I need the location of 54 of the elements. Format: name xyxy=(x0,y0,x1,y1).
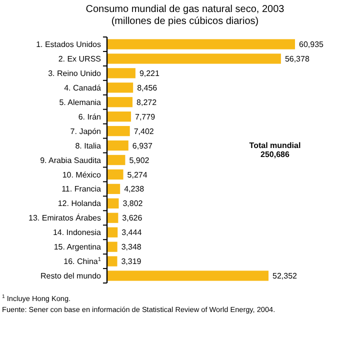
y-tick-label: 14. Indonesia xyxy=(52,228,102,238)
data-label: 8,456 xyxy=(137,83,158,92)
y-tick-label: 11. Francia xyxy=(62,184,102,194)
y-tick-label: 8. Italia xyxy=(75,141,102,150)
bar xyxy=(107,184,120,194)
y-tick-label: 16. China$^{1}$ xyxy=(64,257,101,266)
y-tick-label: 7. Japón xyxy=(70,126,101,136)
bar xyxy=(107,97,133,108)
bar xyxy=(107,169,124,180)
bar xyxy=(107,212,118,223)
data-label: 9,221 xyxy=(139,68,160,78)
data-label: 4,238 xyxy=(124,184,145,194)
bar xyxy=(107,256,118,266)
data-label: 7,402 xyxy=(134,126,154,136)
bar xyxy=(107,112,131,122)
data-label: 3,626 xyxy=(122,214,143,223)
annotation: Total mundial 250,686 xyxy=(249,141,301,159)
bar xyxy=(107,270,269,281)
bar xyxy=(107,39,295,50)
bar xyxy=(107,242,118,252)
data-label: 8,272 xyxy=(136,98,158,107)
data-label: 5,274 xyxy=(127,170,148,180)
data-label: 5,902 xyxy=(129,156,150,165)
y-tick-label: 5. Alemania xyxy=(59,98,102,107)
data-label: 3,444 xyxy=(122,228,142,238)
data-label: 60,935 xyxy=(299,40,324,50)
data-label: 3,802 xyxy=(122,199,144,208)
data-label: 6,937 xyxy=(132,141,153,150)
y-tick-label: 9. Arabia Saudita xyxy=(40,156,102,165)
y-tick-label: 15. Argentina xyxy=(54,242,102,252)
bar xyxy=(107,198,119,208)
bar xyxy=(107,154,126,166)
y-tick-label: 4. Canadá xyxy=(64,83,102,92)
chart-title: Consumo mundial de gas natural seco, 2003 xyxy=(86,4,285,15)
y-tick-label: 12. Holanda xyxy=(58,199,102,208)
y-tick-label: Resto del mundo xyxy=(40,272,102,281)
bar xyxy=(107,126,130,136)
y-tick-label: 2. Ex URSS xyxy=(58,54,101,64)
bar xyxy=(107,227,118,238)
data-label: 52,352 xyxy=(272,272,298,281)
bar xyxy=(107,54,281,64)
y-tick-label: 10. México xyxy=(62,170,102,180)
data-label: 56,378 xyxy=(284,54,310,64)
data-label: 3,348 xyxy=(121,242,142,252)
data-label: 3,319 xyxy=(121,257,142,266)
y-tick-label: 1. Estados Unidos xyxy=(36,40,101,50)
y-tick-label: 13. Emiratos Árabes xyxy=(28,214,101,223)
y-tick-label: 3. Reino Unido xyxy=(48,68,102,78)
bar xyxy=(107,68,136,78)
bar xyxy=(107,82,134,93)
bar xyxy=(107,140,128,151)
data-label: 7,779 xyxy=(135,112,156,122)
chart-subtitle: (millones de pies cúbicos diarios) xyxy=(111,16,259,27)
y-tick-label: 6. Irán xyxy=(78,112,101,122)
